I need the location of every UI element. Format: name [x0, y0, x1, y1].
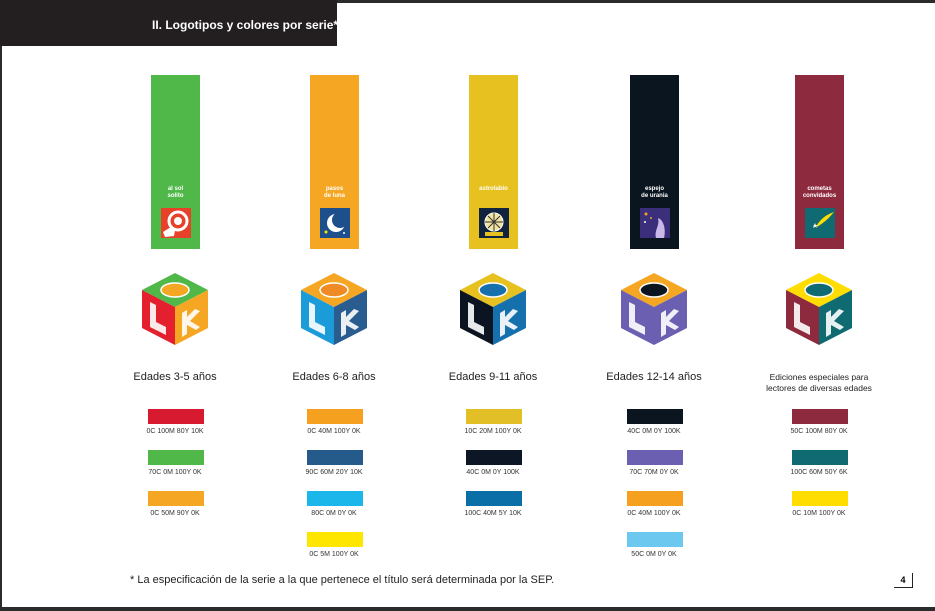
swatch-cmyk-label: 40C 0M 0Y 100K	[627, 428, 681, 435]
swatch-cmyk-label: 40C 0M 0Y 100K	[466, 469, 520, 476]
color-swatch: 80C 0M 0Y 0K	[275, 491, 393, 521]
swatch-cmyk-label: 0C 5M 100Y 0K	[309, 551, 359, 558]
color-swatch: 50C 100M 80Y 0K	[760, 409, 878, 439]
color-swatch: 0C 40M 100Y 0K	[595, 491, 713, 521]
swatch-color-bar	[792, 409, 848, 424]
age-range-label: Ediciones especiales para lectores de di…	[766, 372, 872, 393]
swatch-color-bar	[792, 450, 848, 465]
swatch-color-bar	[466, 450, 522, 465]
series-name: astrolabio	[479, 186, 508, 192]
swatch-cmyk-label: 50C 100M 80Y 0K	[790, 428, 848, 435]
series-cube-logo	[299, 271, 369, 347]
swatch-color-bar	[466, 491, 522, 506]
series-name: al sol solito	[167, 186, 184, 199]
swatch-cmyk-label: 70C 0M 100Y 0K	[148, 469, 202, 476]
color-swatch: 0C 10M 100Y 0K	[760, 491, 878, 521]
swatch-cmyk-label: 0C 40M 100Y 0K	[627, 510, 681, 517]
series-cube-logo	[458, 271, 528, 347]
swatch-color-bar	[627, 409, 683, 424]
color-swatch: 100C 40M 5Y 10K	[434, 491, 552, 521]
swatch-color-bar	[627, 450, 683, 465]
swatch-color-bar	[466, 409, 522, 424]
series-cube-logo	[140, 271, 210, 347]
series-name: pasos de luna	[323, 186, 345, 199]
swatch-cmyk-label: 0C 10M 100Y 0K	[792, 510, 846, 517]
swatch-cmyk-label: 70C 70M 0Y 0K	[629, 469, 679, 476]
series-cube-logo	[619, 271, 689, 347]
page-number: 4	[894, 573, 913, 588]
color-swatch: 10C 20M 100Y 0K	[434, 409, 552, 439]
age-range-label: Edades 12-14 años	[606, 371, 702, 383]
swatch-cmyk-label: 50C 0M 0Y 0K	[631, 551, 677, 558]
comet-icon	[805, 208, 835, 238]
color-swatch: 40C 0M 0Y 100K	[434, 450, 552, 480]
swatch-color-bar	[148, 409, 204, 424]
color-swatch: 40C 0M 0Y 100K	[595, 409, 713, 439]
age-range-label: Edades 3-5 años	[133, 371, 217, 383]
footnote: * La especificación de la serie a la que…	[130, 574, 555, 586]
urania-mirror-icon	[640, 208, 670, 238]
series-banner: astrolabio	[469, 75, 518, 249]
swatch-color-bar	[307, 491, 363, 506]
swatch-color-bar	[627, 491, 683, 506]
swatch-cmyk-label: 100C 40M 5Y 10K	[464, 510, 522, 517]
hand-sun-icon	[161, 208, 191, 238]
moon-icon	[320, 208, 350, 238]
color-swatch: 0C 50M 90Y 0K	[116, 491, 234, 521]
series-banner: pasos de luna	[310, 75, 359, 249]
swatch-color-bar	[792, 491, 848, 506]
series-banner: cometas convidados	[795, 75, 844, 249]
swatch-color-bar	[307, 409, 363, 424]
series-banner: al sol solito	[151, 75, 200, 249]
series-banner: espejo de urania	[630, 75, 679, 249]
series-name: espejo de urania	[641, 186, 668, 199]
series-cube-logo	[784, 271, 854, 347]
color-swatch: 90C 60M 20Y 10K	[275, 450, 393, 480]
swatch-color-bar	[148, 491, 204, 506]
color-swatch: 100C 60M 50Y 6K	[760, 450, 878, 480]
astrolabe-icon	[479, 208, 509, 238]
series-name: cometas convidados	[802, 186, 837, 199]
swatch-color-bar	[307, 532, 363, 547]
color-swatch: 0C 100M 80Y 10K	[116, 409, 234, 439]
section-title: II. Logotipos y colores por serie*	[152, 18, 339, 32]
age-range-label: Edades 6-8 años	[292, 371, 376, 383]
swatch-cmyk-label: 0C 100M 80Y 10K	[146, 428, 204, 435]
swatch-cmyk-label: 100C 60M 50Y 6K	[790, 469, 848, 476]
age-range-label: Edades 9-11 años	[448, 371, 538, 383]
color-swatch: 70C 70M 0Y 0K	[595, 450, 713, 480]
swatch-color-bar	[148, 450, 204, 465]
swatch-color-bar	[627, 532, 683, 547]
swatch-color-bar	[307, 450, 363, 465]
swatch-cmyk-label: 80C 0M 0Y 0K	[311, 510, 357, 517]
color-swatch: 0C 5M 100Y 0K	[275, 532, 393, 562]
swatch-cmyk-label: 0C 50M 90Y 0K	[150, 510, 200, 517]
section-header: II. Logotipos y colores por serie*	[0, 0, 339, 46]
color-swatch: 0C 40M 100Y 0K	[275, 409, 393, 439]
swatch-cmyk-label: 0C 40M 100Y 0K	[307, 428, 361, 435]
color-swatch: 50C 0M 0Y 0K	[595, 532, 713, 562]
swatch-cmyk-label: 90C 60M 20Y 10K	[305, 469, 363, 476]
color-swatch: 70C 0M 100Y 0K	[116, 450, 234, 480]
swatch-cmyk-label: 10C 20M 100Y 0K	[464, 428, 522, 435]
